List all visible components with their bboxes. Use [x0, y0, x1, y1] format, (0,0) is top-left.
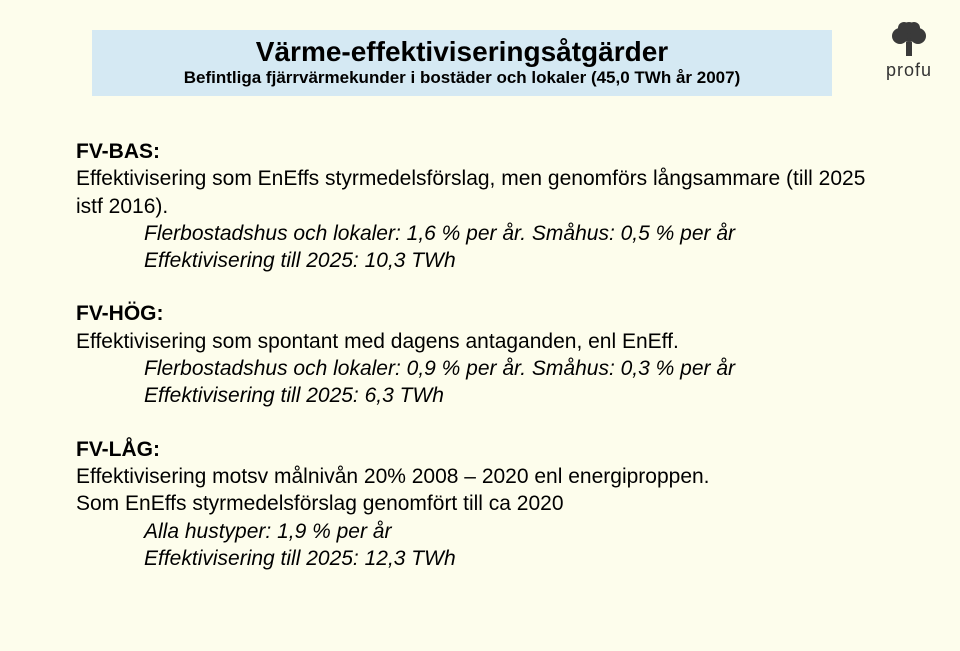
fvlag-desc2: Som EnEffs styrmedelsförslag genomfört t… [76, 490, 886, 517]
fvbas-label: FV-BAS: [76, 138, 886, 165]
fvhog-desc: Effektivisering som spontant med dagens … [76, 328, 886, 355]
fvbas-desc: Effektivisering som EnEffs styrmedelsför… [76, 165, 886, 220]
header-box: Värme-effektiviseringsåtgärder Befintlig… [92, 30, 832, 96]
section-fvlag: FV-LÅG: Effektivisering motsv målnivån 2… [76, 436, 886, 572]
section-fvbas: FV-BAS: Effektivisering som EnEffs styrm… [76, 138, 886, 274]
brand-logo: profu [886, 18, 932, 81]
fvlag-rate: Alla hustyper: 1,9 % per år [76, 518, 886, 545]
fvlag-desc1: Effektivisering motsv målnivån 20% 2008 … [76, 463, 886, 490]
page-subtitle: Befintliga fjärrvärmekunder i bostäder o… [102, 68, 822, 88]
fvbas-eff: Effektivisering till 2025: 10,3 TWh [76, 247, 886, 274]
brand-text: profu [886, 60, 932, 81]
fvhog-label: FV-HÖG: [76, 300, 886, 327]
tree-icon [886, 18, 932, 58]
fvhog-eff: Effektivisering till 2025: 6,3 TWh [76, 382, 886, 409]
fvbas-rate: Flerbostadshus och lokaler: 1,6 % per år… [76, 220, 886, 247]
fvhog-rate: Flerbostadshus och lokaler: 0,9 % per år… [76, 355, 886, 382]
section-fvhog: FV-HÖG: Effektivisering som spontant med… [76, 300, 886, 409]
fvlag-label: FV-LÅG: [76, 436, 886, 463]
page-title: Värme-effektiviseringsåtgärder [102, 36, 822, 68]
fvlag-eff: Effektivisering till 2025: 12,3 TWh [76, 545, 886, 572]
content-body: FV-BAS: Effektivisering som EnEffs styrm… [76, 138, 886, 598]
